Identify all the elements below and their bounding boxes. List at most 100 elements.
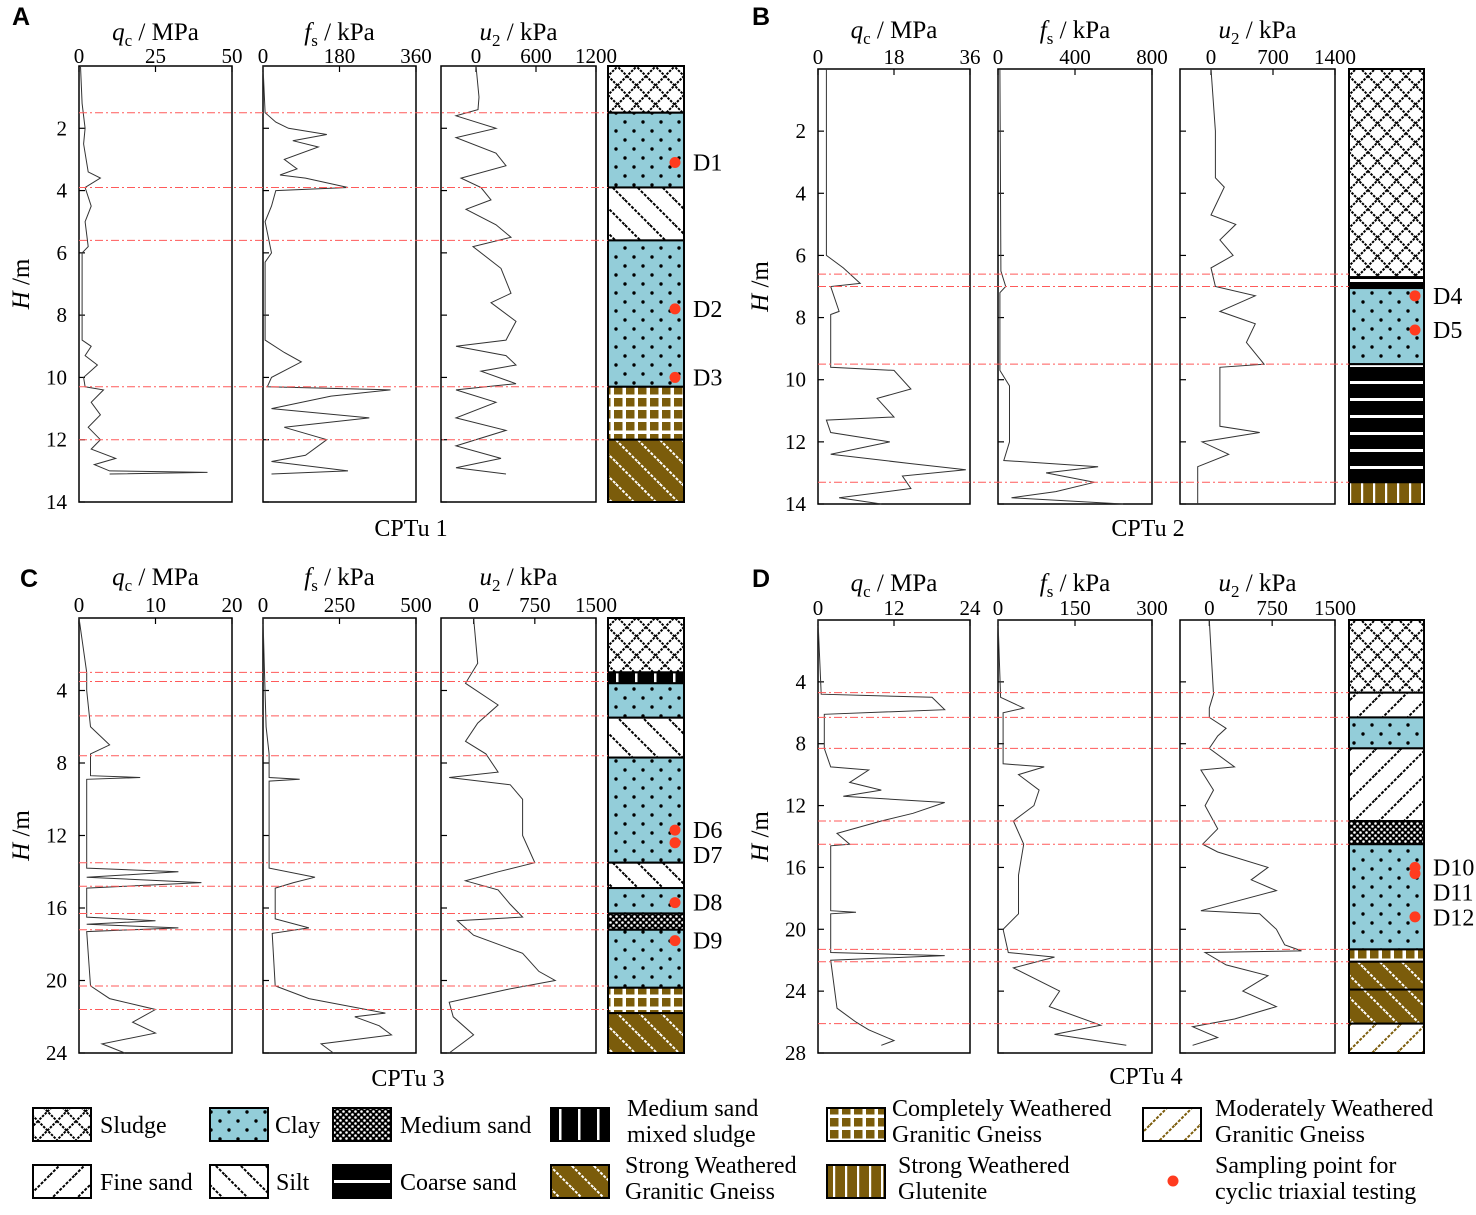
stratum-clay (607, 682, 685, 719)
axis-symbol: u (1219, 17, 1232, 44)
axis-unit: / kPa (318, 19, 375, 46)
x-tick-label: 150 (1059, 596, 1091, 620)
y-axis-label: H /m (747, 261, 774, 313)
legend-label: mixed sludge (627, 1122, 756, 1148)
axis-title-qc: qc / MPa (112, 19, 199, 50)
y-axis-label: H /m (8, 258, 35, 310)
plot-frame (1179, 619, 1336, 1054)
axis-unit: / kPa (501, 564, 558, 591)
legend-label: Silt (276, 1170, 310, 1196)
stratum-silt (607, 186, 685, 242)
sampling-point (669, 935, 681, 947)
sampling-point-label: D10 (1433, 855, 1474, 881)
stratum-silt (607, 716, 685, 759)
plot-frame (78, 65, 233, 503)
legend-swatch (826, 1164, 886, 1199)
y-tick-label: 16 (785, 855, 806, 879)
x-tick-label: 18 (884, 45, 905, 69)
axis-subscript: 2 (492, 31, 501, 50)
y-tick-label: 4 (796, 181, 807, 205)
x-tick-label: 0 (1206, 45, 1217, 69)
profile-caption: CPTu 4 (1109, 1064, 1182, 1090)
plot-fs: fs / kPa 0 150 300 (993, 570, 1168, 1054)
curve-u2 (454, 65, 518, 475)
legend-label: Granitic Gneiss (1215, 1122, 1365, 1148)
axis-symbol: u (480, 564, 493, 591)
y-axis-symbol: H (8, 841, 35, 862)
curve-fs (997, 619, 1127, 1046)
axis-subscript: c (125, 576, 133, 595)
plot-fs: fs / kPa 0 180 360 (258, 19, 432, 503)
legend-label: Moderately Weathered (1215, 1096, 1433, 1122)
axis-subscript: s (1047, 582, 1054, 601)
axis-unit: / kPa (1240, 570, 1297, 597)
strata-column (607, 65, 685, 504)
x-tick-label: 800 (1136, 45, 1168, 69)
stratum-sludge (607, 65, 685, 114)
axis-subscript: c (125, 31, 133, 50)
legend-item-silt: Silt (209, 1164, 310, 1199)
curve-fs (999, 68, 1124, 505)
x-tick-label: 1400 (1314, 45, 1356, 69)
plot-frame (997, 619, 1153, 1054)
sampling-point (1409, 290, 1421, 302)
sampling-point-label: D5 (1433, 318, 1462, 344)
stratum-clay (607, 239, 685, 388)
axis-title-fs: fs / kPa (304, 564, 375, 595)
curve-fs (262, 617, 393, 1054)
stratum-swgg (607, 1012, 685, 1054)
curve-u2 (448, 617, 557, 1054)
y-tick-label: 2 (57, 116, 68, 140)
sampling-point-label: D6 (693, 818, 722, 844)
legend-label: Clay (275, 1113, 320, 1139)
stratum-cwgg (607, 385, 685, 441)
panel-letter: A (12, 3, 30, 31)
axis-title-qc: qc / MPa (851, 570, 938, 601)
y-tick-label: 14 (785, 492, 807, 516)
plot-frame (817, 619, 971, 1054)
axis-unit: / kPa (1053, 17, 1110, 44)
y-axis-symbol: H (747, 292, 774, 313)
legend-label: Medium sand (627, 1096, 758, 1122)
sampling-point (669, 371, 681, 383)
y-tick-label: 10 (46, 365, 67, 389)
legend-label: cyclic triaxial testing (1215, 1179, 1416, 1205)
legend-label: Completely Weathered (892, 1096, 1112, 1122)
axis-symbol: q (112, 564, 125, 591)
x-tick-label: 0 (471, 44, 482, 68)
legend-label: Granitic Gneiss (625, 1179, 775, 1205)
axis-unit: / MPa (132, 564, 199, 591)
axis-subscript: s (311, 576, 318, 595)
strata-column (1348, 68, 1425, 505)
axis-symbol: q (851, 17, 864, 44)
stratum-swg (1348, 481, 1425, 505)
legend-label: Granitic Gneiss (892, 1122, 1042, 1148)
legend-swatch (550, 1107, 610, 1142)
x-tick-label: 500 (400, 593, 432, 617)
axis-unit: / MPa (871, 570, 938, 597)
x-tick-label: 400 (1059, 45, 1091, 69)
y-axis-unit: /m (8, 258, 35, 291)
x-tick-label: 300 (1136, 596, 1168, 620)
axis-symbol: q (112, 19, 125, 46)
sampling-point-icon (1167, 1175, 1179, 1187)
axis-title-fs: fs / kPa (304, 19, 375, 50)
stratum-swgg (1348, 960, 1425, 991)
curve-fs (262, 65, 391, 475)
curve-qc (817, 619, 946, 1046)
legend-swatch (826, 1107, 886, 1142)
legend-swatch (32, 1164, 92, 1199)
x-tick-label: 1500 (575, 593, 617, 617)
y-tick-label: 16 (46, 896, 67, 920)
plot-frame (262, 65, 417, 503)
stratum-swgg (607, 438, 685, 504)
stratum-medium-sand (1348, 820, 1425, 846)
y-tick-label: 28 (785, 1041, 806, 1065)
plot-frame (78, 617, 233, 1054)
panel-b: B H /m qc / MPa 0 18 36 2 4 6 8 10 12 14 fs / kPa 0 400… (747, 3, 1462, 542)
